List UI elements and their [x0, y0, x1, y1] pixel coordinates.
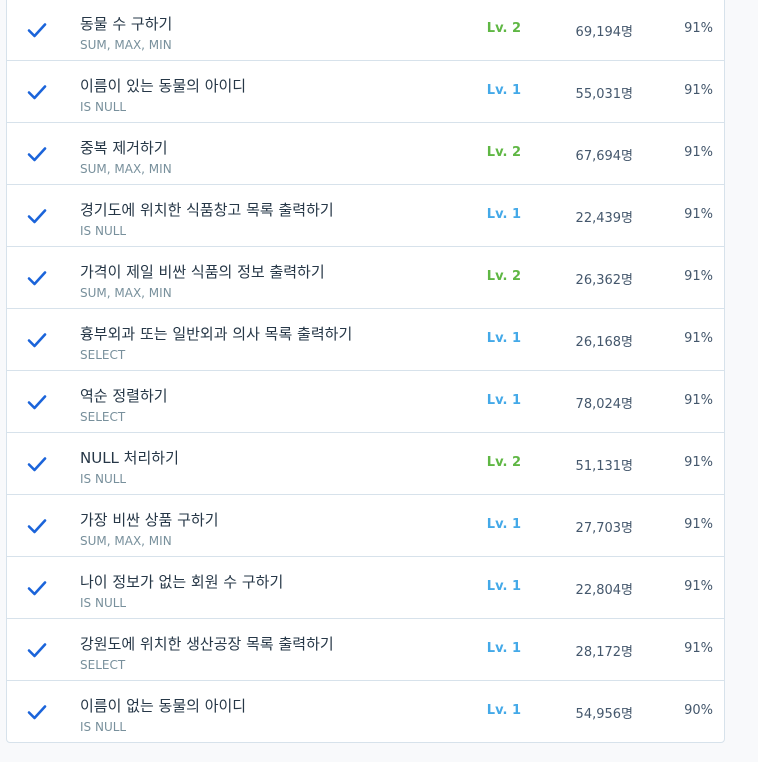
- challenge-category: IS NULL: [80, 472, 127, 486]
- solved-count: 69,194명: [575, 25, 633, 40]
- solved-count: 26,362명: [575, 273, 633, 288]
- challenge-row[interactable]: 동물 수 구하기 SUM, MAX, MIN Lv. 2 69,194명 91%: [7, 0, 724, 61]
- challenge-row[interactable]: 가장 비싼 상품 구하기 SUM, MAX, MIN Lv. 1 27,703명…: [7, 495, 724, 557]
- completion-rate: 91%: [684, 269, 713, 284]
- challenge-category: SUM, MAX, MIN: [80, 534, 172, 548]
- solved-count: 26,168명: [575, 335, 633, 350]
- challenge-category: IS NULL: [80, 224, 127, 238]
- checkmark-icon: [27, 23, 47, 38]
- challenge-title[interactable]: 강원도에 위치한 생산공장 목록 출력하기: [80, 635, 334, 653]
- challenge-level: Lv. 1: [486, 703, 521, 718]
- challenge-category: SUM, MAX, MIN: [80, 286, 172, 300]
- challenge-title[interactable]: 나이 정보가 없는 회원 수 구하기: [80, 573, 284, 591]
- checkmark-icon: [27, 519, 47, 534]
- challenge-title[interactable]: 동물 수 구하기: [80, 15, 173, 33]
- checkmark-icon: [27, 581, 47, 596]
- challenge-category: SELECT: [80, 348, 126, 362]
- solved-count: 28,172명: [575, 645, 633, 660]
- challenge-row[interactable]: 가격이 제일 비싼 식품의 정보 출력하기 SUM, MAX, MIN Lv. …: [7, 247, 724, 309]
- completion-rate: 91%: [684, 517, 713, 532]
- challenge-row[interactable]: 나이 정보가 없는 회원 수 구하기 IS NULL Lv. 1 22,804명…: [7, 557, 724, 619]
- challenge-level: Lv. 2: [486, 269, 521, 284]
- checkmark-icon: [27, 395, 47, 410]
- completion-rate: 91%: [684, 21, 713, 36]
- checkmark-icon: [27, 333, 47, 348]
- completion-rate: 91%: [684, 455, 713, 470]
- checkmark-icon: [27, 209, 47, 224]
- completion-rate: 91%: [684, 207, 713, 222]
- challenge-level: Lv. 2: [486, 21, 521, 36]
- checkmark-icon: [27, 457, 47, 472]
- challenge-title[interactable]: 가격이 제일 비싼 식품의 정보 출력하기: [80, 263, 325, 281]
- completion-rate: 91%: [684, 579, 713, 594]
- challenge-row[interactable]: NULL 처리하기 IS NULL Lv. 2 51,131명 91%: [7, 433, 724, 495]
- challenge-title[interactable]: 흉부외과 또는 일반외과 의사 목록 출력하기: [80, 325, 353, 343]
- challenge-row[interactable]: 역순 정렬하기 SELECT Lv. 1 78,024명 91%: [7, 371, 724, 433]
- challenge-title[interactable]: 역순 정렬하기: [80, 387, 168, 405]
- checkmark-icon: [27, 705, 47, 720]
- challenge-title[interactable]: 중복 제거하기: [80, 139, 168, 157]
- challenge-title[interactable]: 이름이 있는 동물의 아이디: [80, 77, 247, 95]
- challenge-row[interactable]: 중복 제거하기 SUM, MAX, MIN Lv. 2 67,694명 91%: [7, 123, 724, 185]
- challenge-title[interactable]: 가장 비싼 상품 구하기: [80, 511, 219, 529]
- challenge-row[interactable]: 이름이 없는 동물의 아이디 IS NULL Lv. 1 54,956명 90%: [7, 681, 724, 742]
- challenge-category: SUM, MAX, MIN: [80, 162, 172, 176]
- challenge-level: Lv. 1: [486, 579, 521, 594]
- challenge-level: Lv. 1: [486, 517, 521, 532]
- challenge-level: Lv. 1: [486, 331, 521, 346]
- challenge-category: SUM, MAX, MIN: [80, 38, 172, 52]
- challenge-title[interactable]: 경기도에 위치한 식품창고 목록 출력하기: [80, 201, 334, 219]
- solved-count: 22,804명: [575, 583, 633, 598]
- solved-count: 27,703명: [575, 521, 633, 536]
- challenge-row[interactable]: 흉부외과 또는 일반외과 의사 목록 출력하기 SELECT Lv. 1 26,…: [7, 309, 724, 371]
- solved-count: 51,131명: [575, 459, 633, 474]
- challenge-category: IS NULL: [80, 596, 127, 610]
- completion-rate: 90%: [684, 703, 713, 718]
- challenge-level: Lv. 1: [486, 207, 521, 222]
- challenge-category: IS NULL: [80, 720, 127, 734]
- completion-rate: 91%: [684, 393, 713, 408]
- checkmark-icon: [27, 147, 47, 162]
- completion-rate: 91%: [684, 145, 713, 160]
- challenge-level: Lv. 1: [486, 393, 521, 408]
- solved-count: 54,956명: [575, 707, 633, 722]
- challenge-row[interactable]: 이름이 있는 동물의 아이디 IS NULL Lv. 1 55,031명 91%: [7, 61, 724, 123]
- solved-count: 22,439명: [575, 211, 633, 226]
- challenge-title[interactable]: 이름이 없는 동물의 아이디: [80, 697, 247, 715]
- completion-rate: 91%: [684, 83, 713, 98]
- challenge-row[interactable]: 경기도에 위치한 식품창고 목록 출력하기 IS NULL Lv. 1 22,4…: [7, 185, 724, 247]
- solved-count: 67,694명: [575, 149, 633, 164]
- challenge-level: Lv. 2: [486, 455, 521, 470]
- challenge-category: SELECT: [80, 658, 126, 672]
- challenge-level: Lv. 1: [486, 641, 521, 656]
- solved-count: 55,031명: [575, 87, 633, 102]
- challenge-title[interactable]: NULL 처리하기: [80, 449, 179, 467]
- checkmark-icon: [27, 85, 47, 100]
- challenge-list: 동물 수 구하기 SUM, MAX, MIN Lv. 2 69,194명 91%…: [6, 0, 725, 743]
- checkmark-icon: [27, 271, 47, 286]
- challenge-category: IS NULL: [80, 100, 127, 114]
- completion-rate: 91%: [684, 641, 713, 656]
- checkmark-icon: [27, 643, 47, 658]
- challenge-category: SELECT: [80, 410, 126, 424]
- challenge-row[interactable]: 강원도에 위치한 생산공장 목록 출력하기 SELECT Lv. 1 28,17…: [7, 619, 724, 681]
- completion-rate: 91%: [684, 331, 713, 346]
- solved-count: 78,024명: [575, 397, 633, 412]
- challenge-level: Lv. 2: [486, 145, 521, 160]
- challenge-level: Lv. 1: [486, 83, 521, 98]
